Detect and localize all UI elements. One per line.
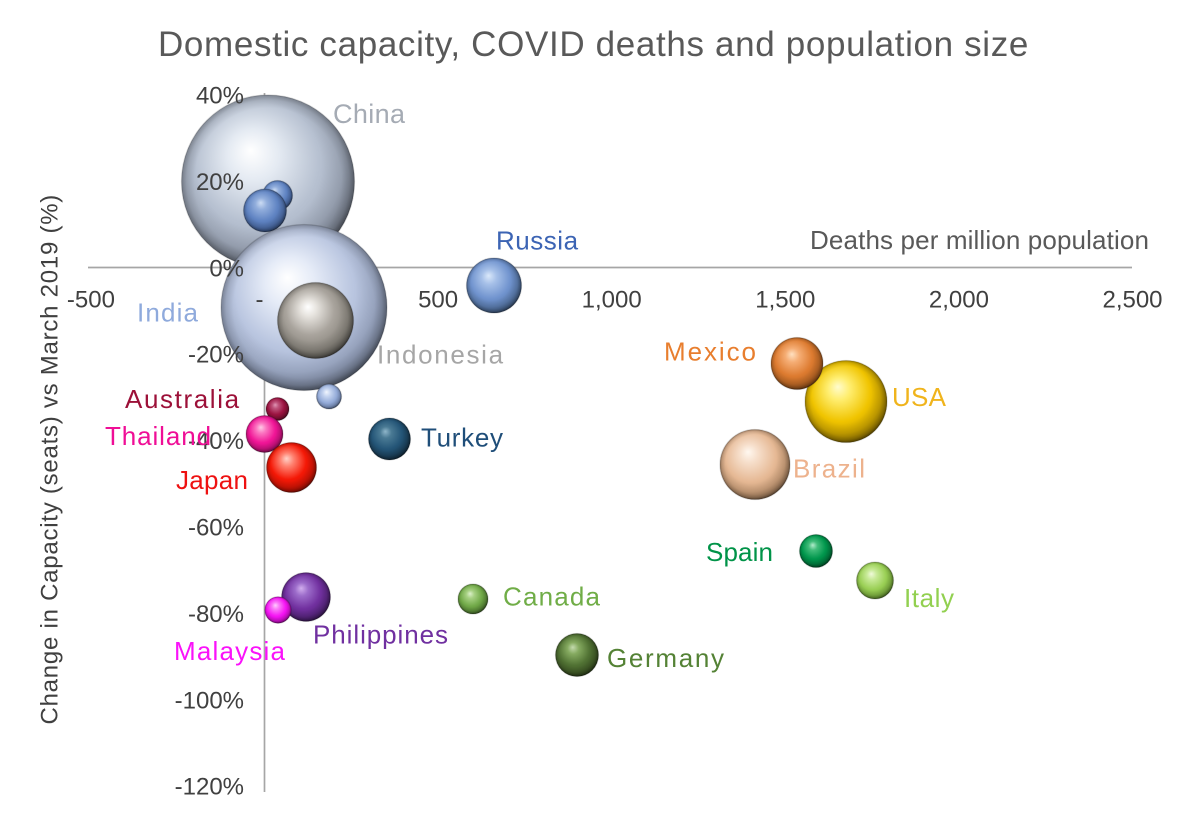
svg-text:Deaths per million population: Deaths per million population	[810, 225, 1149, 255]
svg-text:Philippines: Philippines	[313, 620, 449, 650]
svg-text:2,500: 2,500	[1102, 287, 1162, 314]
svg-text:-500: -500	[67, 287, 115, 314]
svg-text:Spain: Spain	[706, 537, 773, 567]
svg-text:China: China	[333, 99, 406, 129]
svg-text:-40%: -40%	[188, 428, 244, 455]
svg-text:Canada: Canada	[503, 582, 601, 612]
svg-text:-80%: -80%	[188, 601, 244, 628]
svg-text:-120%: -120%	[175, 774, 244, 801]
svg-text:Germany: Germany	[607, 643, 726, 673]
svg-text:Japan: Japan	[176, 465, 248, 495]
svg-text:500: 500	[418, 287, 458, 314]
svg-text:Australia: Australia	[125, 384, 241, 414]
svg-text:Italy: Italy	[904, 583, 955, 613]
svg-text:0%: 0%	[209, 255, 244, 282]
svg-text:1,500: 1,500	[755, 287, 815, 314]
svg-text:1,000: 1,000	[582, 287, 642, 314]
svg-text:40%: 40%	[196, 83, 244, 110]
svg-text:-: -	[256, 287, 264, 314]
svg-text:Russia: Russia	[496, 226, 579, 256]
svg-text:-20%: -20%	[188, 342, 244, 369]
svg-text:Change in Capacity (seats) vs: Change in Capacity (seats) vs March 2019…	[37, 194, 64, 725]
svg-text:Mexico: Mexico	[664, 337, 758, 367]
svg-text:Thailand: Thailand	[105, 421, 212, 451]
svg-text:USA: USA	[892, 382, 947, 412]
svg-text:-100%: -100%	[175, 687, 244, 714]
svg-text:2,000: 2,000	[929, 287, 989, 314]
svg-text:India: India	[137, 298, 199, 328]
svg-text:Domestic capacity, COVID death: Domestic capacity, COVID deaths and popu…	[158, 25, 1029, 64]
svg-text:-60%: -60%	[188, 515, 244, 542]
svg-text:20%: 20%	[196, 169, 244, 196]
svg-text:Turkey: Turkey	[421, 423, 504, 453]
svg-text:Malaysia: Malaysia	[174, 636, 286, 666]
svg-text:Brazil: Brazil	[793, 454, 866, 484]
svg-text:Indonesia: Indonesia	[377, 340, 505, 370]
